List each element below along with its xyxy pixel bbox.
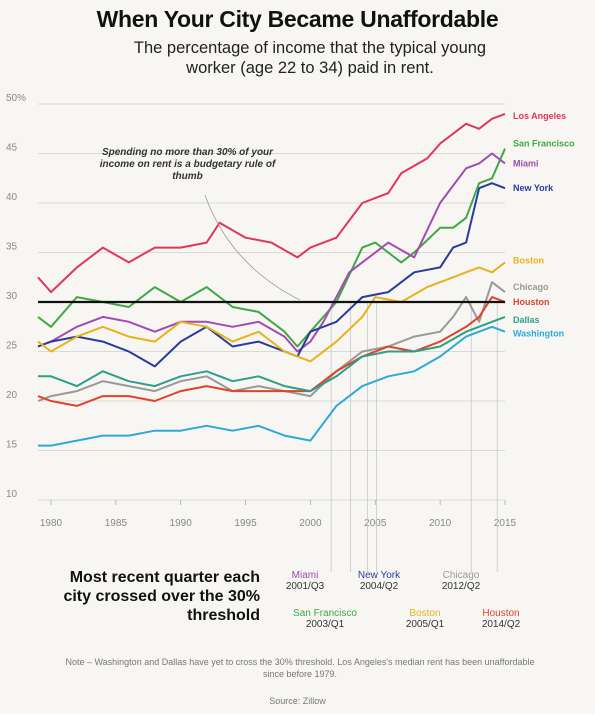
x-tick-label: 1985 — [105, 518, 128, 529]
series-line — [37, 281, 506, 402]
series-line — [38, 325, 506, 447]
crossing-label: Chicago 2012/Q2 — [426, 570, 496, 592]
series-label: New York — [513, 183, 554, 193]
x-tick-label: 2015 — [494, 518, 517, 529]
chart-title: When Your City Became Unaffordable — [96, 6, 499, 32]
y-tick-label: 15 — [6, 440, 18, 451]
series-label: Houston — [513, 297, 550, 307]
source-credit: Source: Zillow — [269, 696, 326, 706]
crossing-heading: Most recent quarter each city crossed ov… — [63, 569, 260, 624]
y-tick-label: 20 — [6, 390, 18, 401]
crossing-label: Miami 2001/Q3 — [270, 570, 340, 592]
crossing-label: San Francisco 2003/Q1 — [290, 608, 360, 630]
crossing-city: New York — [357, 570, 401, 581]
series-label: Washington — [513, 329, 564, 339]
series-label: Chicago — [513, 282, 549, 292]
crossing-city: Houston — [482, 608, 520, 619]
x-tick-label: 1995 — [234, 518, 257, 529]
y-tick-label: 45 — [6, 143, 18, 154]
series-label: Miami — [513, 158, 539, 168]
crossing-quarter: 2003/Q1 — [305, 619, 345, 630]
y-tick-label: 30 — [6, 291, 18, 302]
crossing-quarter: 2004/Q2 — [359, 581, 399, 592]
y-tick-label: 10 — [6, 489, 18, 500]
series-line — [37, 148, 506, 348]
series-line — [37, 152, 506, 353]
crossing-label: Houston 2014/Q2 — [466, 608, 536, 630]
footnote: Note – Washington and Dallas have yet to… — [65, 657, 535, 679]
series-line — [38, 315, 506, 393]
series-line — [37, 296, 506, 407]
x-tick-label: 1990 — [170, 518, 193, 529]
y-tick-label: 40 — [6, 192, 18, 203]
crossing-quarter: 2014/Q2 — [481, 619, 521, 630]
threshold-annotation: Spending no more than 30% of your income… — [99, 147, 276, 182]
y-tick-label: 25 — [6, 341, 18, 352]
series-line — [37, 261, 506, 363]
chart-subtitle: The percentage of income that the typica… — [133, 39, 487, 77]
annotation-pointer — [204, 194, 301, 301]
crossing-label: New York 2004/Q2 — [344, 570, 414, 592]
y-tick-label: 50% — [6, 93, 26, 104]
crossing-city: Chicago — [442, 570, 480, 581]
series-label: Los Angeles — [513, 111, 566, 121]
y-tick-label: 35 — [6, 242, 18, 253]
x-tick-label: 1980 — [40, 518, 63, 529]
series-line — [37, 182, 506, 368]
series-label: San Francisco — [513, 139, 575, 149]
series-label: Boston — [513, 255, 544, 265]
x-tick-label: 2005 — [364, 518, 387, 529]
crossing-quarter: 2001/Q3 — [285, 581, 325, 592]
crossing-city: San Francisco — [293, 608, 357, 619]
x-tick-label: 2000 — [299, 518, 322, 529]
crossing-city: Miami — [291, 570, 319, 581]
crossing-quarter: 2005/Q1 — [405, 619, 445, 630]
x-tick-label: 2010 — [429, 518, 452, 529]
crossing-label: Boston 2005/Q1 — [390, 608, 460, 630]
crossing-city: Boston — [409, 608, 441, 619]
series-line — [37, 112, 506, 294]
crossing-quarter: 2012/Q2 — [441, 581, 481, 592]
series-label: Dallas — [513, 315, 540, 325]
